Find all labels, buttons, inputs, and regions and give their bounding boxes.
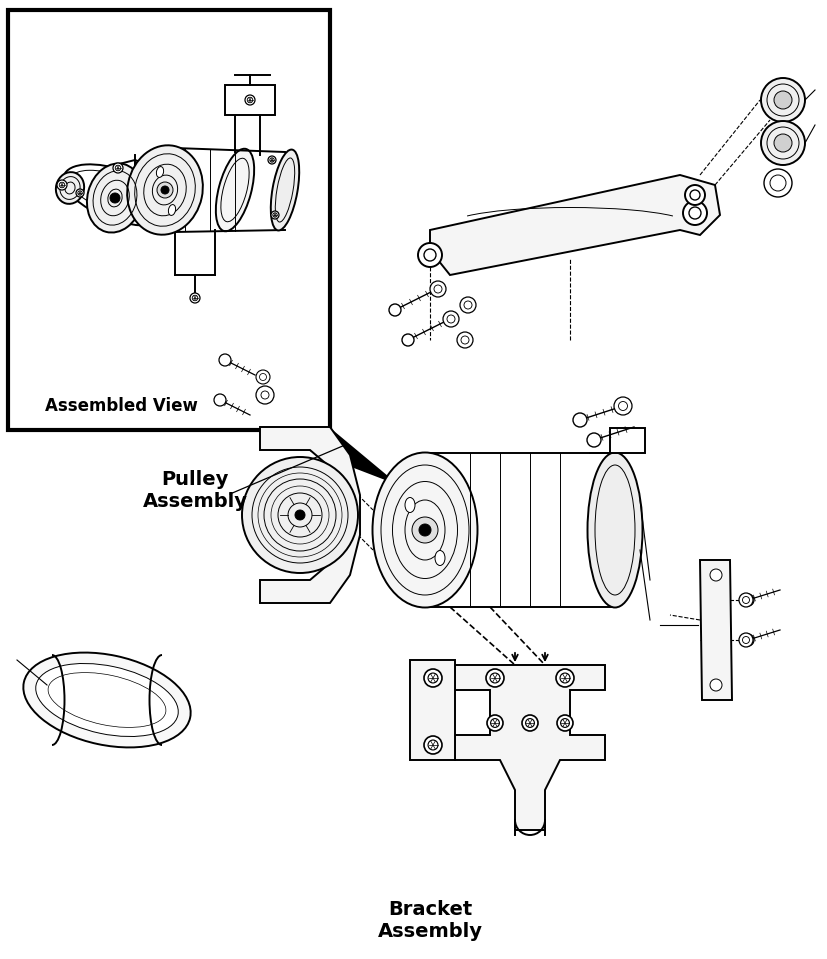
Circle shape xyxy=(424,736,442,754)
Ellipse shape xyxy=(405,498,415,512)
Circle shape xyxy=(683,201,707,225)
Circle shape xyxy=(389,304,401,316)
Circle shape xyxy=(460,297,476,313)
Ellipse shape xyxy=(587,453,643,607)
Text: Assembled View: Assembled View xyxy=(45,397,198,415)
Circle shape xyxy=(742,634,754,646)
Ellipse shape xyxy=(372,453,477,607)
Text: Bracket
Assembly: Bracket Assembly xyxy=(377,900,482,941)
Circle shape xyxy=(295,510,305,520)
Circle shape xyxy=(710,569,722,581)
Polygon shape xyxy=(455,665,605,830)
Circle shape xyxy=(685,185,705,205)
Ellipse shape xyxy=(435,550,445,566)
Polygon shape xyxy=(410,660,455,760)
Circle shape xyxy=(761,78,805,122)
Circle shape xyxy=(412,517,438,543)
Circle shape xyxy=(256,386,274,404)
Circle shape xyxy=(76,189,84,197)
Circle shape xyxy=(157,182,173,198)
Polygon shape xyxy=(700,560,732,700)
Circle shape xyxy=(190,293,200,303)
Circle shape xyxy=(161,186,169,194)
Circle shape xyxy=(486,669,504,687)
Circle shape xyxy=(219,354,231,366)
Bar xyxy=(8,10,330,430)
Circle shape xyxy=(614,397,632,415)
Circle shape xyxy=(242,457,358,573)
Ellipse shape xyxy=(169,204,175,216)
Circle shape xyxy=(487,715,503,731)
Ellipse shape xyxy=(270,150,299,230)
Circle shape xyxy=(419,524,431,536)
Circle shape xyxy=(774,134,792,152)
Ellipse shape xyxy=(36,664,179,737)
Circle shape xyxy=(110,193,120,203)
Ellipse shape xyxy=(56,172,84,204)
Polygon shape xyxy=(260,427,360,603)
Circle shape xyxy=(443,311,459,327)
Circle shape xyxy=(556,669,574,687)
Circle shape xyxy=(522,715,538,731)
Circle shape xyxy=(774,91,792,109)
Ellipse shape xyxy=(23,652,191,747)
Ellipse shape xyxy=(87,163,143,232)
Circle shape xyxy=(573,413,587,427)
Circle shape xyxy=(113,163,123,173)
Circle shape xyxy=(245,95,255,105)
Polygon shape xyxy=(430,175,720,275)
Circle shape xyxy=(424,669,442,687)
Circle shape xyxy=(557,715,573,731)
Ellipse shape xyxy=(156,167,164,177)
Bar xyxy=(610,428,645,453)
Text: Pulley
Assembly: Pulley Assembly xyxy=(142,470,247,511)
Circle shape xyxy=(214,394,226,406)
Circle shape xyxy=(430,281,446,297)
Bar xyxy=(225,85,275,115)
Circle shape xyxy=(271,211,279,219)
Circle shape xyxy=(764,169,792,197)
Ellipse shape xyxy=(127,146,203,235)
Circle shape xyxy=(739,593,753,607)
Circle shape xyxy=(761,121,805,165)
Circle shape xyxy=(710,679,722,691)
Polygon shape xyxy=(260,430,390,480)
Circle shape xyxy=(268,156,276,164)
Circle shape xyxy=(402,334,414,346)
Circle shape xyxy=(57,180,67,190)
Ellipse shape xyxy=(216,149,254,231)
Circle shape xyxy=(742,594,754,606)
Circle shape xyxy=(256,370,270,384)
Circle shape xyxy=(457,332,473,348)
Circle shape xyxy=(739,633,753,647)
Circle shape xyxy=(418,243,442,267)
Circle shape xyxy=(587,433,601,447)
